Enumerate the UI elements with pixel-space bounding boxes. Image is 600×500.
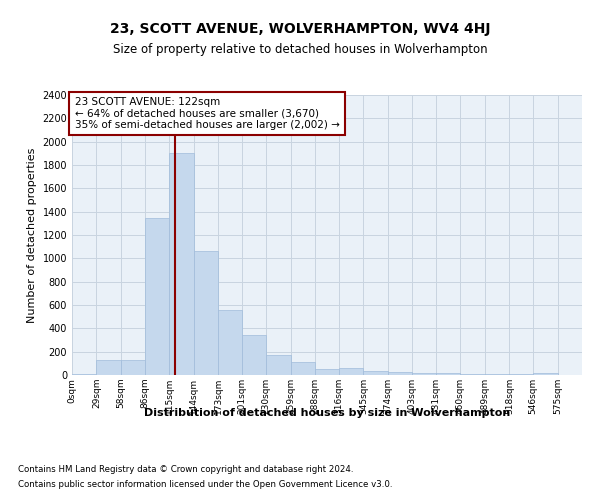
Text: Distribution of detached houses by size in Wolverhampton: Distribution of detached houses by size … — [144, 408, 510, 418]
Bar — [218, 310, 242, 375]
Bar — [509, 374, 533, 375]
Bar — [290, 362, 315, 375]
Text: 23, SCOTT AVENUE, WOLVERHAMPTON, WV4 4HJ: 23, SCOTT AVENUE, WOLVERHAMPTON, WV4 4HJ — [110, 22, 490, 36]
Bar — [485, 374, 509, 375]
Bar — [436, 373, 460, 375]
Bar — [169, 154, 194, 375]
Bar — [121, 360, 145, 375]
Bar — [339, 368, 364, 375]
Bar — [412, 372, 436, 375]
Bar — [364, 371, 388, 375]
Bar — [460, 374, 485, 375]
Bar — [266, 354, 290, 375]
Y-axis label: Number of detached properties: Number of detached properties — [27, 148, 37, 322]
Text: Contains HM Land Registry data © Crown copyright and database right 2024.: Contains HM Land Registry data © Crown c… — [18, 465, 353, 474]
Text: 23 SCOTT AVENUE: 122sqm
← 64% of detached houses are smaller (3,670)
35% of semi: 23 SCOTT AVENUE: 122sqm ← 64% of detache… — [74, 97, 340, 130]
Bar — [145, 218, 169, 375]
Bar — [388, 372, 412, 375]
Bar — [533, 373, 557, 375]
Bar — [97, 360, 121, 375]
Bar — [72, 374, 97, 375]
Bar — [315, 368, 339, 375]
Bar — [242, 336, 266, 375]
Bar — [194, 252, 218, 375]
Text: Size of property relative to detached houses in Wolverhampton: Size of property relative to detached ho… — [113, 42, 487, 56]
Text: Contains public sector information licensed under the Open Government Licence v3: Contains public sector information licen… — [18, 480, 392, 489]
